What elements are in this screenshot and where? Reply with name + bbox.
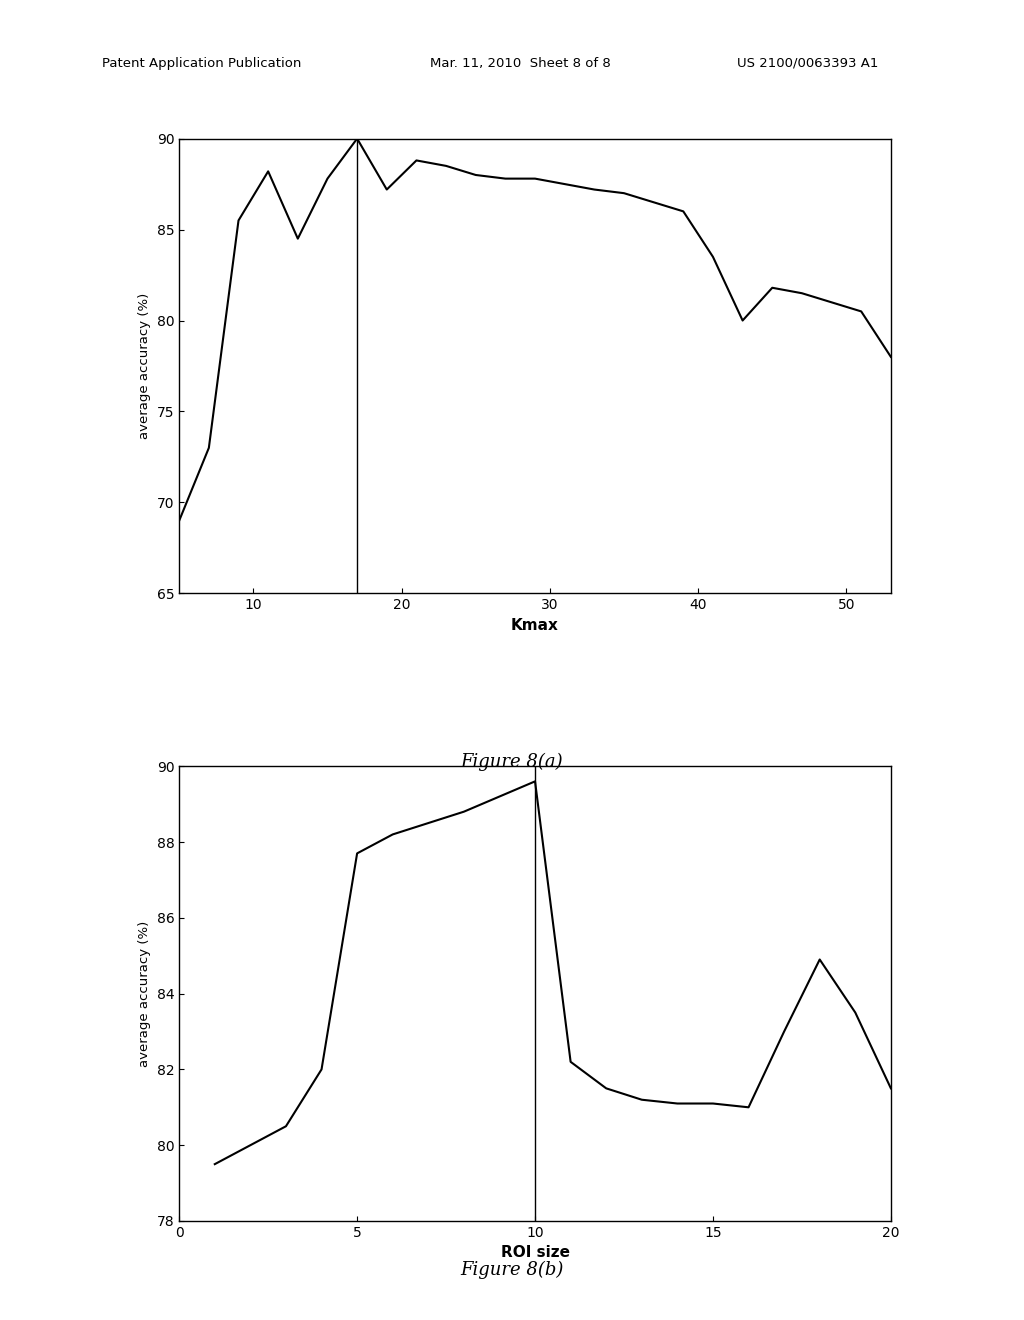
Text: US 2100/0063393 A1: US 2100/0063393 A1 [737, 57, 879, 70]
X-axis label: ROI size: ROI size [501, 1245, 569, 1261]
Text: Mar. 11, 2010  Sheet 8 of 8: Mar. 11, 2010 Sheet 8 of 8 [430, 57, 611, 70]
Text: Patent Application Publication: Patent Application Publication [102, 57, 302, 70]
Text: Figure 8(a): Figure 8(a) [461, 752, 563, 771]
Y-axis label: average accuracy (%): average accuracy (%) [138, 920, 151, 1067]
Y-axis label: average accuracy (%): average accuracy (%) [138, 293, 152, 440]
Text: Figure 8(b): Figure 8(b) [461, 1261, 563, 1279]
X-axis label: Kmax: Kmax [511, 618, 559, 632]
